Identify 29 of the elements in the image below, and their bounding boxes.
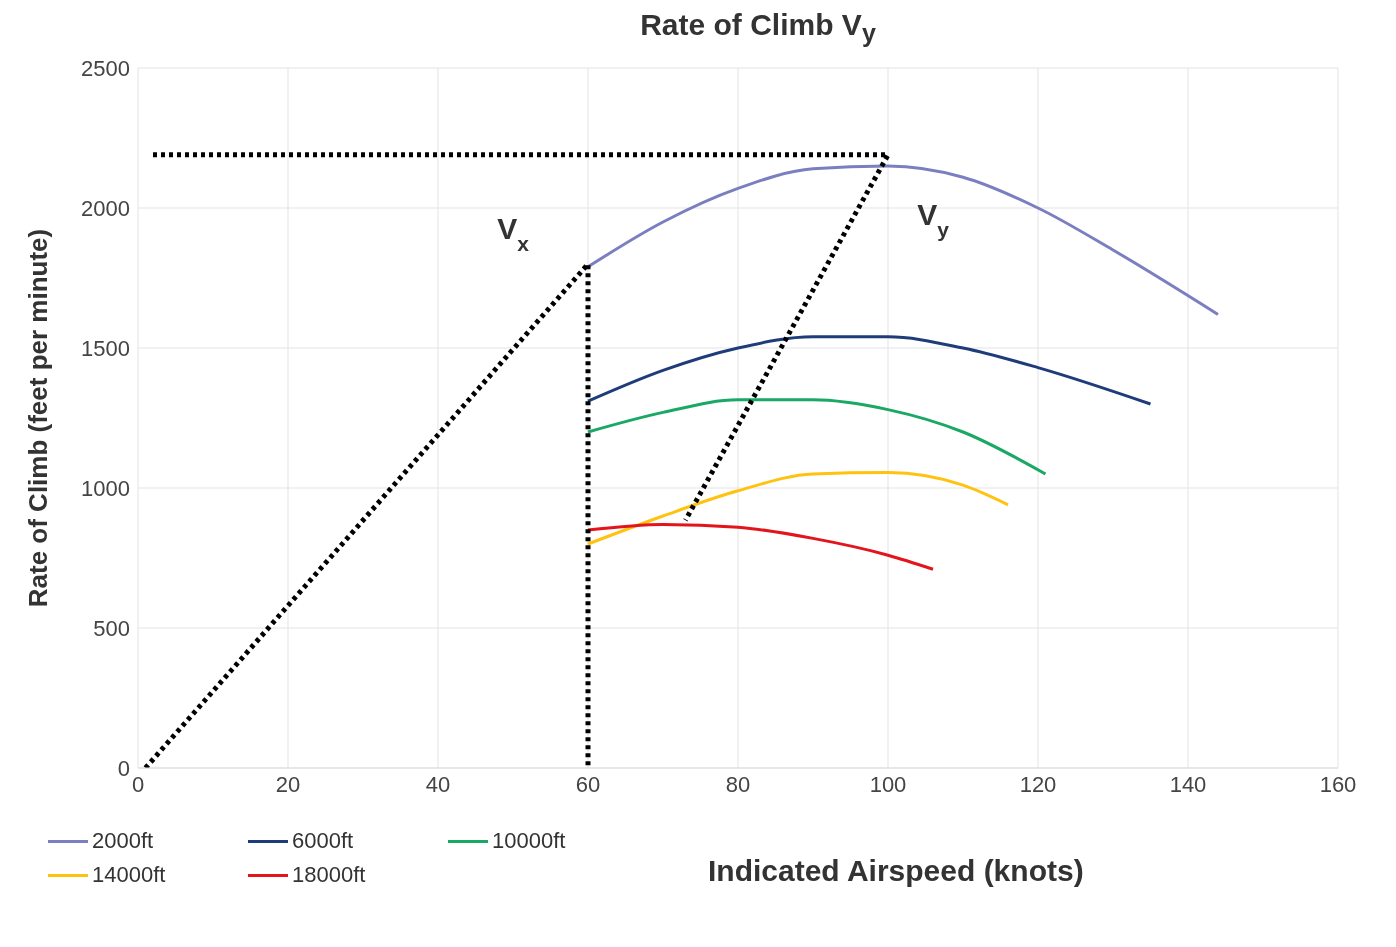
y-tick-label: 2500 <box>81 55 130 81</box>
legend-label: 6000ft <box>292 828 354 854</box>
x-tick-label: 60 <box>575 771 601 797</box>
legend-label: 18000ft <box>292 862 366 888</box>
x-tick-label: 20 <box>275 771 301 797</box>
legend-label: 2000ft <box>92 828 154 854</box>
y-tick-label: 1000 <box>81 475 130 501</box>
y-axis-title: Rate of Climb (feet per minute) <box>23 228 54 608</box>
y-tick-label: 0 <box>117 755 130 781</box>
annotation: V$_{x}$ <box>497 212 530 255</box>
chart-title: Rate of Climb V$_{y}$ <box>639 8 877 48</box>
x-tick-label: 140 <box>1169 771 1207 797</box>
x-tick-label: 100 <box>869 771 907 797</box>
y-tick-label: 1500 <box>81 335 130 361</box>
legend-label: 10000ft <box>492 828 566 854</box>
y-tick-label: 500 <box>93 615 130 641</box>
line-series <box>586 471 1010 546</box>
x-tick-label: 40 <box>425 771 451 797</box>
y-tick-label: 2000 <box>81 195 130 221</box>
line-series <box>586 398 1047 476</box>
x-tick-label: 160 <box>1319 771 1357 797</box>
line-series <box>586 522 935 571</box>
x-tick-label: 80 <box>725 771 751 797</box>
line-series <box>586 164 1220 316</box>
x-axis-title: Indicated Airspeed (knots) <box>708 854 1084 888</box>
line-series <box>586 335 1152 406</box>
x-tick-label: 120 <box>1019 771 1057 797</box>
legend-label: 14000ft <box>92 862 166 888</box>
annotation: V$_{y}$ <box>917 197 950 241</box>
